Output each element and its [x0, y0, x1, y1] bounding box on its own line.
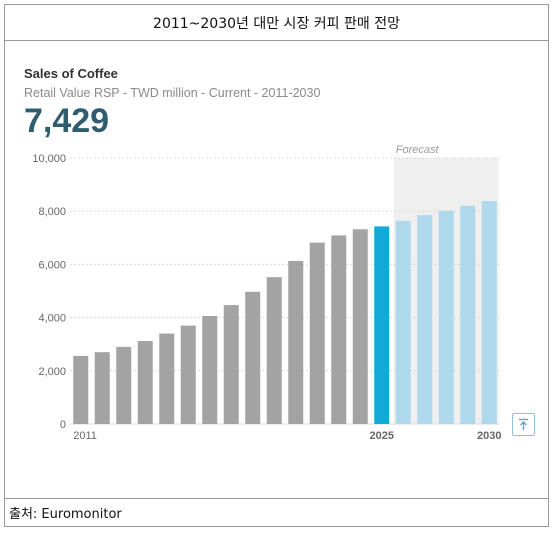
bar-2013: [116, 346, 132, 424]
report-frame: 2011~2030년 대만 시장 커피 판매 전망 출처: Euromonito…: [4, 4, 549, 527]
source-note: 출처: Euromonitor: [5, 498, 548, 526]
y-tick-label: 2,000: [38, 366, 66, 378]
bar-2026: [395, 220, 411, 424]
y-tick-label: 0: [60, 419, 66, 431]
bar-2030: [481, 201, 497, 424]
bar-2023: [331, 235, 347, 424]
y-tick-label: 6,000: [38, 259, 66, 271]
bar-2016: [180, 325, 196, 424]
bar-2022: [309, 242, 325, 424]
bar-2017: [202, 316, 218, 424]
bar-2027: [417, 215, 433, 424]
bar-2011: [73, 355, 89, 424]
bar-2024: [352, 229, 368, 424]
y-tick-label: 8,000: [38, 206, 66, 218]
bar-2025: [374, 226, 390, 424]
scroll-to-top-button[interactable]: [512, 413, 535, 436]
bar-2014: [137, 341, 153, 424]
bar-2028: [438, 210, 454, 424]
y-tick-label: 4,000: [38, 313, 66, 325]
bar-2018: [223, 305, 239, 424]
y-tick-label: 10,000: [32, 153, 66, 165]
bar-2020: [266, 277, 282, 424]
bar-2021: [288, 260, 304, 424]
bar-2015: [159, 333, 175, 424]
bar-2019: [245, 291, 261, 424]
chart-subtitle: Retail Value RSP - TWD million - Current…: [24, 86, 321, 100]
x-tick-label: 2030: [477, 430, 501, 442]
x-tick-label: 2025: [370, 430, 394, 442]
headline-value: 7,429: [24, 102, 110, 140]
report-title: 2011~2030년 대만 시장 커피 판매 전망: [5, 5, 548, 41]
bar-2012: [94, 352, 110, 424]
upload-arrow-icon: [519, 418, 528, 430]
bar-2029: [460, 205, 476, 424]
forecast-label: Forecast: [396, 144, 440, 156]
x-tick-label: 2011: [73, 430, 97, 442]
chart-title: Sales of Coffee: [24, 66, 118, 81]
